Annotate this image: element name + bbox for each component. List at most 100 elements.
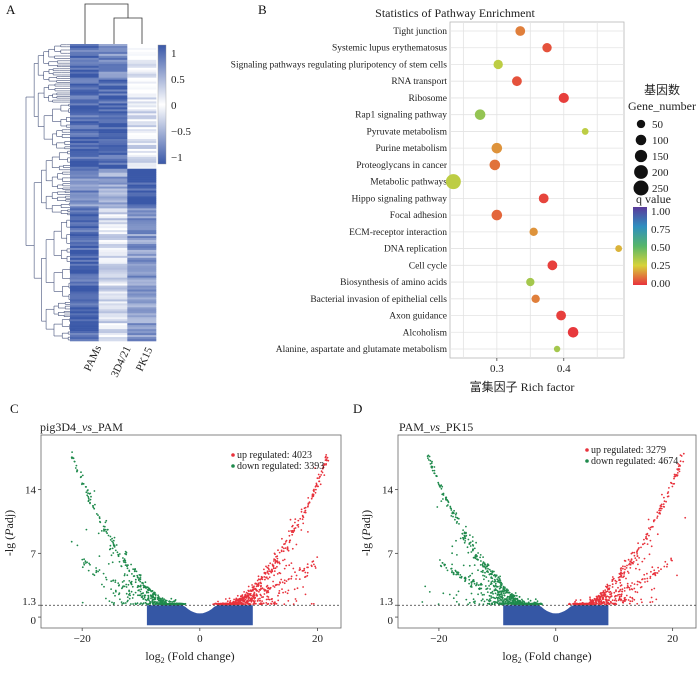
heatmap-cell	[70, 194, 99, 197]
down-regulated-point	[123, 561, 125, 564]
down-regulated-point	[123, 602, 125, 605]
up-regulated-point	[636, 549, 639, 551]
down-regulated-point	[76, 469, 78, 471]
up-regulated-point	[298, 567, 301, 569]
down-regulated-point	[112, 541, 114, 544]
up-regulated-point	[637, 542, 639, 545]
up-regulated-point	[606, 602, 608, 605]
up-regulated-point	[624, 565, 626, 568]
heatmap-cell	[70, 289, 99, 292]
down-regulated-point	[154, 594, 157, 597]
down-regulated-point	[95, 567, 97, 569]
up-regulated-point	[274, 562, 277, 564]
heatmap-cell	[98, 222, 128, 225]
up-regulated-point	[282, 591, 284, 594]
down-regulated-point	[459, 574, 462, 576]
up-regulated-point	[278, 551, 281, 554]
up-regulated-point	[267, 577, 269, 580]
up-regulated-point	[230, 603, 233, 606]
down-regulated-point	[118, 592, 121, 595]
heatmap-cell	[98, 101, 128, 104]
heatmap-cell	[127, 69, 157, 73]
heatmap-cell	[70, 73, 99, 76]
enrichment-plot-area	[449, 21, 625, 359]
down-regulated-point	[513, 598, 515, 600]
up-regulated-point	[267, 591, 270, 594]
heatmap-cell	[127, 299, 157, 302]
up-regulated-point	[603, 594, 606, 597]
up-regulated-point	[615, 580, 618, 583]
heatmap-cell	[70, 216, 99, 219]
up-regulated-point	[628, 588, 631, 591]
up-regulated-point	[617, 586, 619, 589]
up-regulated-point	[245, 596, 248, 599]
up-regulated-point	[317, 473, 320, 476]
heatmap-cell	[127, 220, 157, 223]
down-regulated-point	[98, 569, 101, 571]
down-regulated-point	[496, 579, 499, 581]
down-regulated-point	[477, 552, 479, 554]
down-regulated-point	[149, 601, 151, 603]
up-regulated-point	[613, 591, 616, 594]
down-regulated-point	[161, 603, 164, 606]
heatmap-cell	[98, 182, 128, 185]
down-regulated-point	[136, 574, 139, 577]
up-regulated-point	[633, 587, 636, 590]
down-regulated-point	[455, 512, 458, 515]
down-regulated-point	[463, 541, 466, 544]
heatmap-cell	[127, 109, 157, 112]
volcano-c-legend-up: up regulated: 4023	[237, 450, 312, 461]
up-regulated-point	[260, 585, 262, 588]
heatmap-cell	[127, 313, 157, 316]
heatmap-cell	[127, 202, 157, 205]
heatmap-column-dendrogram	[84, 3, 143, 44]
heatmap-cell	[127, 101, 157, 104]
up-regulated-point	[612, 578, 614, 581]
up-regulated-point	[640, 546, 642, 549]
up-regulated-point	[658, 570, 660, 572]
up-regulated-point	[605, 601, 608, 603]
up-regulated-point	[271, 570, 274, 573]
down-regulated-point	[117, 582, 120, 584]
up-regulated-point	[295, 600, 298, 602]
down-regulated-point	[494, 584, 497, 587]
up-regulated-point	[299, 517, 302, 520]
up-regulated-point	[301, 518, 304, 521]
heatmap-cell	[70, 184, 99, 187]
down-regulated-point	[505, 590, 508, 592]
heatmap-cell	[127, 257, 157, 261]
up-regulated-point	[631, 582, 633, 584]
pathway-label: Ribosome	[408, 94, 447, 104]
down-regulated-point	[454, 569, 457, 572]
up-regulated-point	[288, 564, 291, 567]
heatmap-cell	[127, 168, 157, 172]
up-regulated-point	[297, 526, 300, 528]
down-regulated-point	[150, 597, 152, 600]
down-regulated-point	[464, 578, 467, 581]
pathway-label: Proteoglycans in cancer	[356, 161, 448, 171]
up-regulated-point	[600, 600, 603, 603]
heatmap-cell	[98, 331, 128, 334]
up-regulated-point	[250, 594, 253, 597]
heatmap-cell	[127, 107, 157, 110]
down-regulated-point	[519, 599, 521, 602]
down-regulated-point	[124, 564, 127, 566]
down-regulated-point	[485, 576, 488, 578]
down-regulated-point	[494, 580, 496, 583]
heatmap-cell	[70, 148, 99, 152]
down-regulated-point	[130, 563, 133, 566]
up-regulated-point	[322, 464, 324, 467]
heatmap-cell	[127, 89, 157, 92]
up-regulated-point	[679, 465, 682, 467]
down-regulated-point	[482, 565, 485, 568]
heatmap-cell	[98, 317, 128, 320]
up-regulated-point	[241, 594, 243, 597]
heatmap-cell	[98, 313, 128, 316]
down-regulated-point	[495, 601, 497, 603]
gene-number-legend-label: 200	[652, 167, 669, 179]
down-regulated-point	[455, 539, 457, 542]
up-regulated-point	[636, 580, 639, 583]
down-regulated-point	[467, 551, 470, 554]
heatmap-cell	[70, 210, 99, 213]
down-regulated-point	[504, 600, 507, 603]
